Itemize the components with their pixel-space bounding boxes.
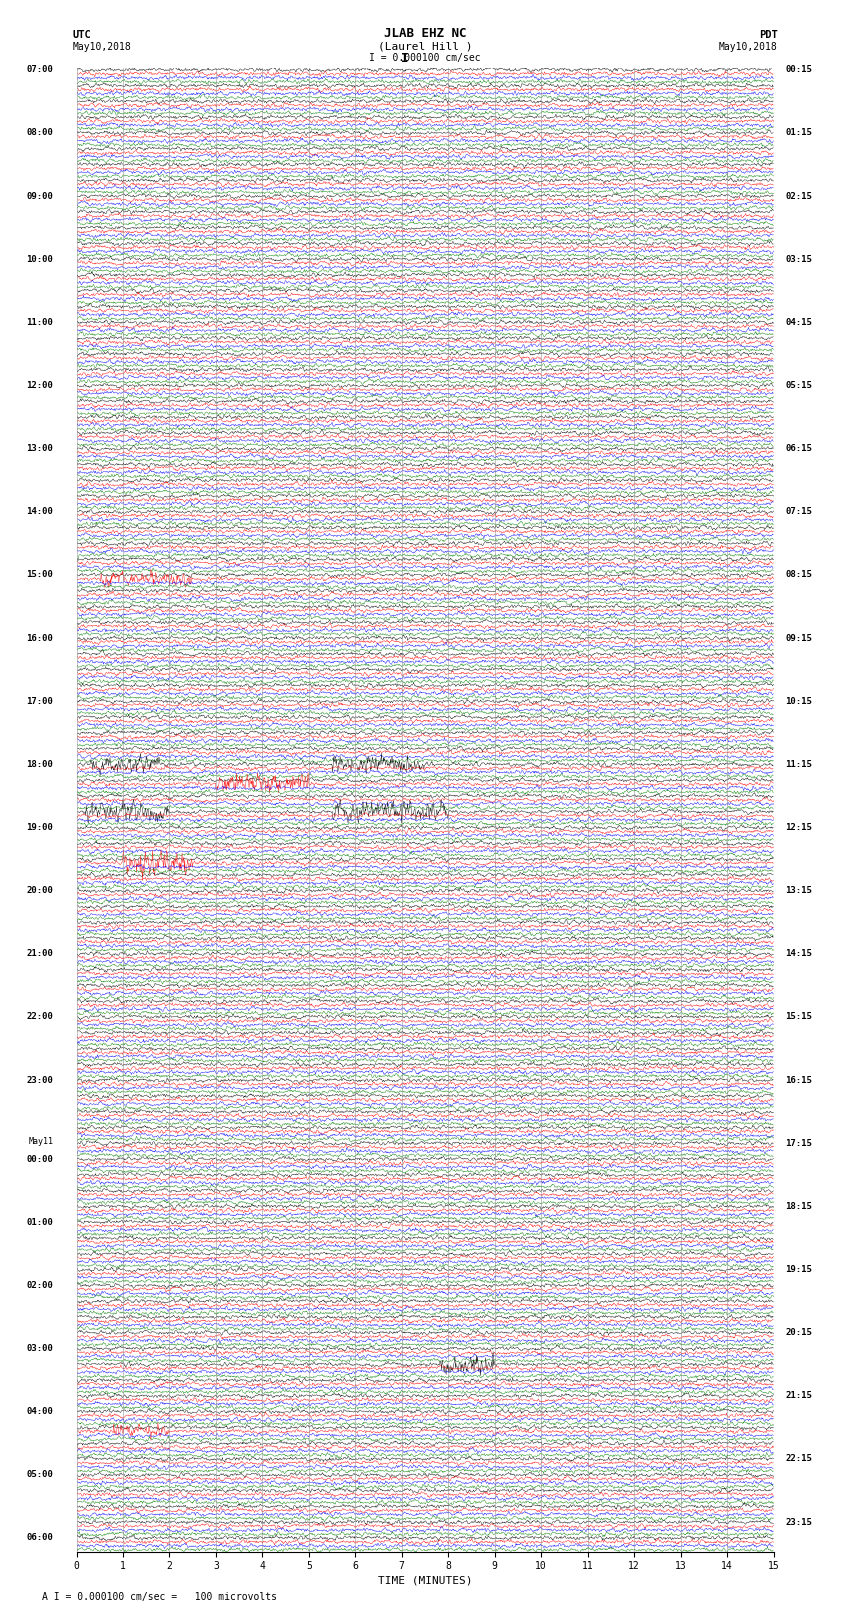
Text: 08:15: 08:15 (785, 571, 812, 579)
Text: May10,2018: May10,2018 (72, 42, 131, 52)
Text: PDT: PDT (759, 31, 778, 40)
Text: 08:00: 08:00 (26, 129, 54, 137)
Text: 18:15: 18:15 (785, 1202, 812, 1211)
Text: 20:15: 20:15 (785, 1327, 812, 1337)
Text: May10,2018: May10,2018 (719, 42, 778, 52)
Text: 06:00: 06:00 (26, 1534, 54, 1542)
Text: May11: May11 (28, 1137, 54, 1145)
Text: A I = 0.000100 cm/sec =   100 microvolts: A I = 0.000100 cm/sec = 100 microvolts (42, 1592, 277, 1602)
Text: 02:15: 02:15 (785, 192, 812, 200)
Text: 01:15: 01:15 (785, 129, 812, 137)
Text: 15:00: 15:00 (26, 571, 54, 579)
Text: 22:00: 22:00 (26, 1013, 54, 1021)
Text: 05:00: 05:00 (26, 1469, 54, 1479)
Text: 13:00: 13:00 (26, 444, 54, 453)
Text: 23:00: 23:00 (26, 1076, 54, 1084)
Text: 22:15: 22:15 (785, 1455, 812, 1463)
Text: 14:00: 14:00 (26, 506, 54, 516)
X-axis label: TIME (MINUTES): TIME (MINUTES) (377, 1576, 473, 1586)
Text: 15:15: 15:15 (785, 1013, 812, 1021)
Text: 09:15: 09:15 (785, 634, 812, 642)
Text: 13:15: 13:15 (785, 886, 812, 895)
Text: 06:15: 06:15 (785, 444, 812, 453)
Text: 01:00: 01:00 (26, 1218, 54, 1226)
Text: I = 0.000100 cm/sec: I = 0.000100 cm/sec (369, 53, 481, 63)
Text: 14:15: 14:15 (785, 950, 812, 958)
Text: 07:15: 07:15 (785, 506, 812, 516)
Text: 17:15: 17:15 (785, 1139, 812, 1148)
Text: 20:00: 20:00 (26, 886, 54, 895)
Text: 12:15: 12:15 (785, 823, 812, 832)
Text: 18:00: 18:00 (26, 760, 54, 769)
Text: 16:00: 16:00 (26, 634, 54, 642)
Text: 11:15: 11:15 (785, 760, 812, 769)
Text: 04:00: 04:00 (26, 1407, 54, 1416)
Text: 21:00: 21:00 (26, 950, 54, 958)
Text: 07:00: 07:00 (26, 65, 54, 74)
Text: 03:00: 03:00 (26, 1344, 54, 1353)
Text: 11:00: 11:00 (26, 318, 54, 327)
Text: 19:00: 19:00 (26, 823, 54, 832)
Text: JLAB EHZ NC: JLAB EHZ NC (383, 27, 467, 40)
Text: 10:00: 10:00 (26, 255, 54, 263)
Text: 00:00: 00:00 (26, 1155, 54, 1163)
Text: 12:00: 12:00 (26, 381, 54, 390)
Text: 17:00: 17:00 (26, 697, 54, 706)
Text: 19:15: 19:15 (785, 1265, 812, 1274)
Text: 02:00: 02:00 (26, 1281, 54, 1290)
Text: (Laurel Hill ): (Laurel Hill ) (377, 42, 473, 52)
Text: 10:15: 10:15 (785, 697, 812, 706)
Text: 00:15: 00:15 (785, 65, 812, 74)
Text: 21:15: 21:15 (785, 1392, 812, 1400)
Text: 03:15: 03:15 (785, 255, 812, 263)
Text: 16:15: 16:15 (785, 1076, 812, 1084)
Text: I: I (401, 52, 408, 65)
Text: 04:15: 04:15 (785, 318, 812, 327)
Text: 09:00: 09:00 (26, 192, 54, 200)
Text: 05:15: 05:15 (785, 381, 812, 390)
Text: UTC: UTC (72, 31, 91, 40)
Text: 23:15: 23:15 (785, 1518, 812, 1526)
